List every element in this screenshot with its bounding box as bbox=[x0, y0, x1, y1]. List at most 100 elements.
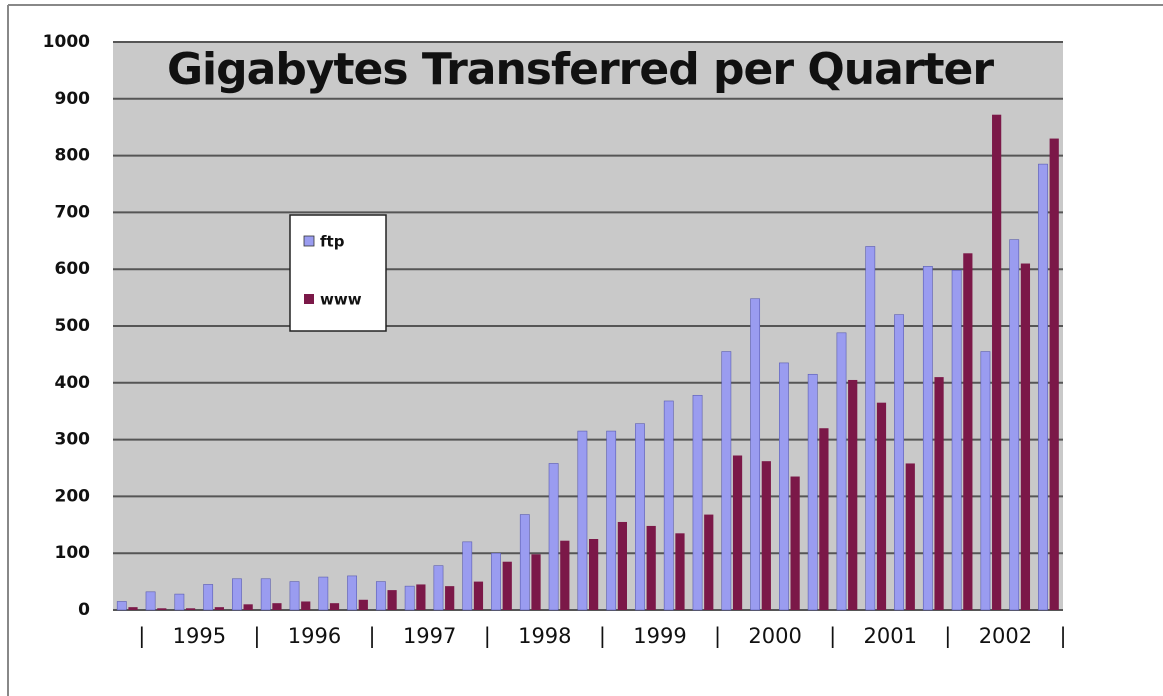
bar bbox=[174, 593, 185, 611]
bar bbox=[404, 585, 415, 611]
bar bbox=[934, 377, 944, 610]
y-tick-label: 400 bbox=[55, 373, 91, 393]
bar bbox=[951, 270, 962, 611]
bar bbox=[692, 394, 703, 611]
bar bbox=[894, 314, 904, 611]
legend: ftp www bbox=[289, 214, 387, 332]
x-separator: | bbox=[253, 624, 260, 649]
legend-label: www bbox=[320, 291, 362, 309]
x-tick-label: 1999 bbox=[633, 624, 686, 648]
bar bbox=[848, 379, 858, 610]
x-separator: | bbox=[484, 624, 491, 649]
bar bbox=[790, 476, 800, 610]
bar bbox=[214, 607, 224, 610]
bar bbox=[185, 608, 196, 610]
bar bbox=[502, 561, 512, 610]
chart-title: Gigabytes Transferred per Quarter bbox=[167, 44, 994, 95]
x-tick-label: 1998 bbox=[518, 624, 571, 648]
bar bbox=[836, 332, 847, 611]
bar bbox=[433, 565, 444, 611]
y-tick-label: 1000 bbox=[43, 32, 90, 52]
bar bbox=[318, 576, 329, 611]
bar bbox=[577, 430, 588, 611]
bar bbox=[819, 428, 829, 610]
x-tick-label: 1996 bbox=[288, 624, 341, 648]
bar bbox=[663, 400, 674, 611]
bar bbox=[548, 463, 559, 611]
x-tick-label: 1995 bbox=[173, 624, 226, 648]
grid bbox=[113, 41, 1063, 611]
bar bbox=[416, 584, 426, 610]
bar bbox=[462, 541, 473, 611]
x-tick-label: 2001 bbox=[864, 624, 917, 648]
x-separator: | bbox=[1059, 624, 1066, 649]
bar bbox=[1049, 138, 1059, 610]
x-separator: | bbox=[714, 624, 721, 649]
bar bbox=[704, 514, 714, 610]
x-tick-label: 1997 bbox=[403, 624, 456, 648]
bar bbox=[732, 455, 743, 610]
bar bbox=[1038, 163, 1048, 611]
x-tick-label: 2002 bbox=[979, 624, 1032, 648]
x-separator: | bbox=[829, 624, 836, 649]
legend-swatch bbox=[304, 294, 314, 304]
y-tick-label: 100 bbox=[55, 543, 91, 563]
bar bbox=[531, 554, 541, 610]
bar bbox=[301, 601, 311, 610]
y-tick-label: 600 bbox=[55, 259, 91, 279]
bar bbox=[635, 423, 645, 611]
bar bbox=[445, 586, 455, 610]
y-tick-label: 200 bbox=[55, 486, 91, 506]
bar bbox=[1009, 239, 1020, 611]
bar bbox=[589, 539, 599, 610]
bar bbox=[865, 246, 876, 611]
bar bbox=[876, 402, 887, 610]
bar bbox=[992, 114, 1002, 610]
y-tick-label: 700 bbox=[55, 202, 91, 222]
bar bbox=[157, 608, 167, 610]
bar bbox=[145, 591, 156, 611]
bar bbox=[922, 266, 933, 611]
bar bbox=[779, 362, 789, 611]
bar bbox=[750, 298, 761, 611]
bar bbox=[203, 584, 214, 611]
y-tick-label: 900 bbox=[55, 89, 91, 109]
x-separator: | bbox=[599, 624, 606, 649]
bar bbox=[646, 525, 656, 610]
bar bbox=[116, 601, 127, 611]
bar bbox=[358, 599, 368, 610]
y-tick-label: 800 bbox=[55, 146, 91, 166]
y-tick-label: 0 bbox=[78, 600, 90, 620]
bar bbox=[347, 575, 357, 611]
x-tick-label: 2000 bbox=[748, 624, 801, 648]
bar bbox=[963, 253, 973, 610]
bar bbox=[807, 373, 818, 611]
bar bbox=[128, 607, 138, 610]
bar bbox=[232, 578, 242, 611]
bar bbox=[721, 351, 732, 611]
y-tick-label: 300 bbox=[55, 430, 91, 450]
bar bbox=[560, 540, 570, 610]
bar bbox=[243, 604, 253, 610]
bar bbox=[329, 603, 340, 610]
bar bbox=[519, 514, 530, 611]
x-separator: | bbox=[138, 624, 145, 649]
x-separator: | bbox=[369, 624, 376, 649]
bar bbox=[260, 578, 271, 611]
x-separator: | bbox=[944, 624, 951, 649]
bar bbox=[761, 461, 771, 610]
bar bbox=[905, 463, 915, 610]
bar bbox=[387, 590, 397, 610]
legend-label: ftp bbox=[320, 233, 345, 251]
bar bbox=[606, 430, 617, 611]
bar bbox=[617, 521, 627, 610]
legend-box bbox=[289, 214, 387, 332]
bar bbox=[491, 552, 501, 611]
bar bbox=[272, 603, 282, 610]
legend-swatch bbox=[303, 235, 315, 247]
bar bbox=[289, 581, 300, 611]
bar bbox=[675, 533, 685, 610]
bar bbox=[980, 351, 991, 611]
bar bbox=[375, 581, 386, 611]
